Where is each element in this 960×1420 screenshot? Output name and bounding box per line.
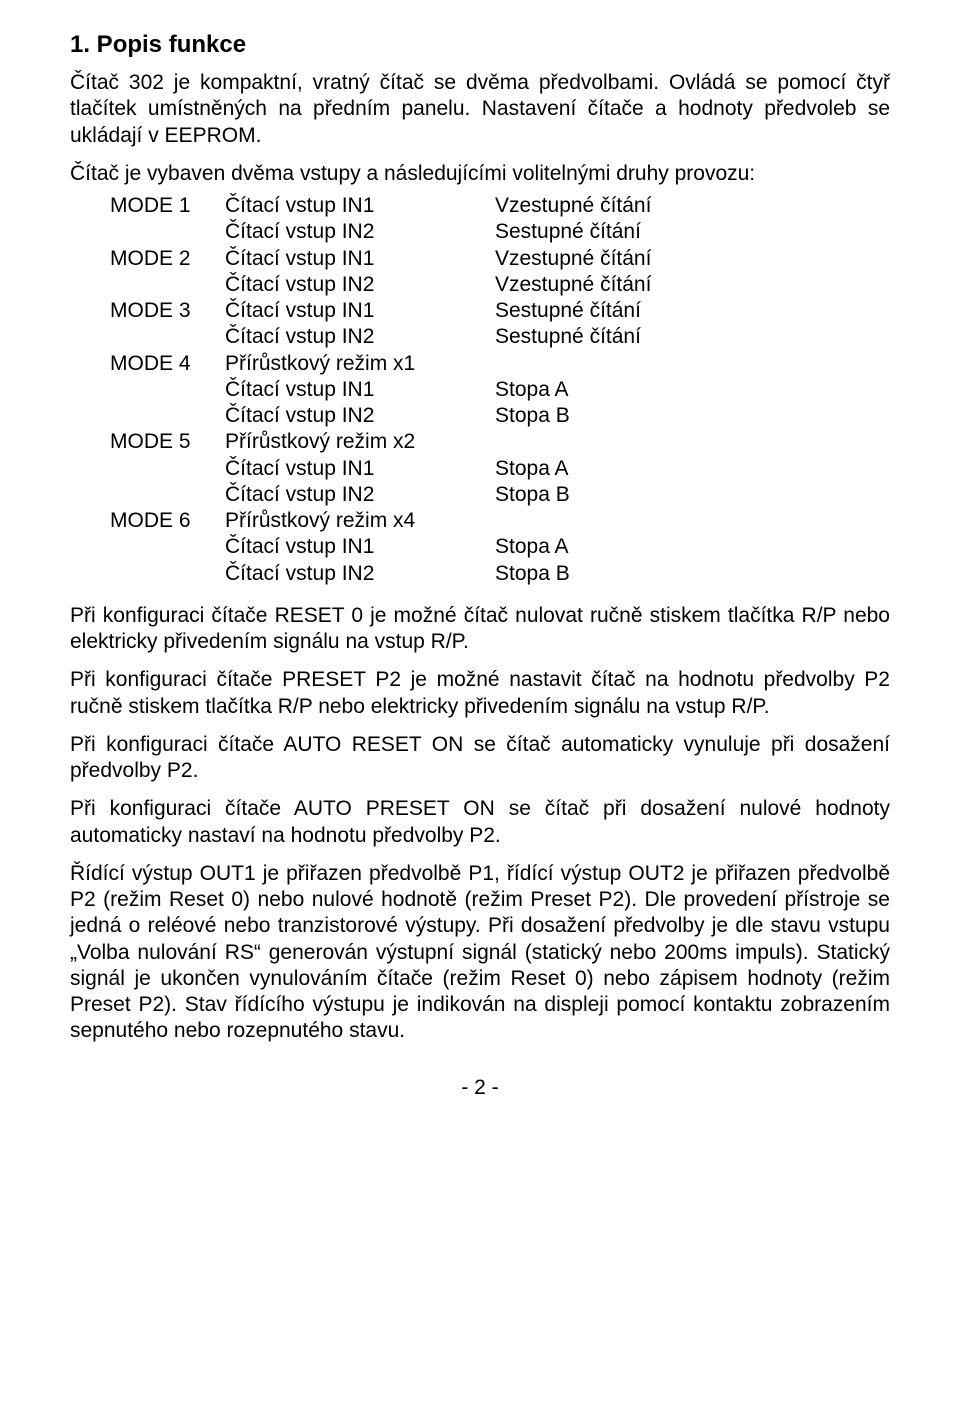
- mode-label: MODE 2: [70, 246, 225, 272]
- mode-row: Čítací vstup IN2Sestupné čítání: [70, 324, 890, 350]
- mode-label: [70, 219, 225, 245]
- mode-input: Přírůstkový režim x2: [225, 429, 495, 455]
- mode-action: Vzestupné čítání: [495, 193, 890, 219]
- mode-label: [70, 561, 225, 587]
- mode-input: Přírůstkový režim x4: [225, 508, 495, 534]
- paragraph-outputs: Řídící výstup OUT1 je přiřazen předvolbě…: [70, 861, 890, 1045]
- mode-input: Čítací vstup IN2: [225, 403, 495, 429]
- mode-row: MODE 6Přírůstkový režim x4: [70, 508, 890, 534]
- mode-action: Stopa A: [495, 456, 890, 482]
- mode-row: Čítací vstup IN2Stopa B: [70, 561, 890, 587]
- mode-row: Čítací vstup IN1Stopa A: [70, 456, 890, 482]
- mode-input: Čítací vstup IN1: [225, 377, 495, 403]
- mode-action: Sestupné čítání: [495, 298, 890, 324]
- mode-action: [495, 508, 890, 534]
- mode-row: MODE 5Přírůstkový režim x2: [70, 429, 890, 455]
- paragraph-auto-preset: Při konfiguraci čítače AUTO PRESET ON se…: [70, 796, 890, 849]
- mode-action: Sestupné čítání: [495, 324, 890, 350]
- mode-row: Čítací vstup IN2Stopa B: [70, 403, 890, 429]
- mode-label: [70, 534, 225, 560]
- mode-action: [495, 429, 890, 455]
- mode-label: MODE 3: [70, 298, 225, 324]
- mode-row: Čítací vstup IN1Stopa A: [70, 534, 890, 560]
- mode-row: Čítací vstup IN2Vzestupné čítání: [70, 272, 890, 298]
- mode-row: Čítací vstup IN2Sestupné čítání: [70, 219, 890, 245]
- paragraph-preset-p2: Při konfiguraci čítače PRESET P2 je možn…: [70, 667, 890, 720]
- modes-table: MODE 1Čítací vstup IN1Vzestupné čítáníČí…: [70, 193, 890, 587]
- mode-action: Vzestupné čítání: [495, 246, 890, 272]
- mode-input: Čítací vstup IN2: [225, 561, 495, 587]
- mode-input: Čítací vstup IN1: [225, 456, 495, 482]
- mode-input: Čítací vstup IN1: [225, 193, 495, 219]
- mode-row: MODE 1Čítací vstup IN1Vzestupné čítání: [70, 193, 890, 219]
- mode-label: [70, 403, 225, 429]
- mode-action: [495, 351, 890, 377]
- mode-input: Čítací vstup IN1: [225, 246, 495, 272]
- mode-input: Čítací vstup IN2: [225, 482, 495, 508]
- mode-row: MODE 3Čítací vstup IN1Sestupné čítání: [70, 298, 890, 324]
- mode-action: Stopa A: [495, 534, 890, 560]
- mode-label: MODE 4: [70, 351, 225, 377]
- mode-label: MODE 6: [70, 508, 225, 534]
- intro-paragraph-1: Čítač 302 je kompaktní, vratný čítač se …: [70, 70, 890, 149]
- mode-label: [70, 456, 225, 482]
- mode-label: [70, 377, 225, 403]
- page-number: - 2 -: [70, 1075, 890, 1101]
- mode-input: Čítací vstup IN2: [225, 272, 495, 298]
- mode-row: Čítací vstup IN2Stopa B: [70, 482, 890, 508]
- mode-input: Čítací vstup IN2: [225, 219, 495, 245]
- mode-input: Čítací vstup IN2: [225, 324, 495, 350]
- paragraph-reset0: Při konfiguraci čítače RESET 0 je možné …: [70, 603, 890, 656]
- mode-label: [70, 482, 225, 508]
- mode-label: [70, 324, 225, 350]
- paragraph-auto-reset: Při konfiguraci čítače AUTO RESET ON se …: [70, 732, 890, 785]
- mode-action: Vzestupné čítání: [495, 272, 890, 298]
- mode-row: MODE 4Přírůstkový režim x1: [70, 351, 890, 377]
- mode-row: MODE 2Čítací vstup IN1Vzestupné čítání: [70, 246, 890, 272]
- mode-label: MODE 1: [70, 193, 225, 219]
- mode-action: Sestupné čítání: [495, 219, 890, 245]
- mode-label: [70, 272, 225, 298]
- mode-action: Stopa B: [495, 482, 890, 508]
- intro-paragraph-2: Čítač je vybaven dvěma vstupy a následuj…: [70, 161, 890, 187]
- mode-row: Čítací vstup IN1Stopa A: [70, 377, 890, 403]
- mode-input: Přírůstkový režim x1: [225, 351, 495, 377]
- mode-action: Stopa B: [495, 561, 890, 587]
- mode-action: Stopa B: [495, 403, 890, 429]
- mode-action: Stopa A: [495, 377, 890, 403]
- mode-label: MODE 5: [70, 429, 225, 455]
- mode-input: Čítací vstup IN1: [225, 298, 495, 324]
- mode-input: Čítací vstup IN1: [225, 534, 495, 560]
- section-heading: 1. Popis funkce: [70, 30, 890, 60]
